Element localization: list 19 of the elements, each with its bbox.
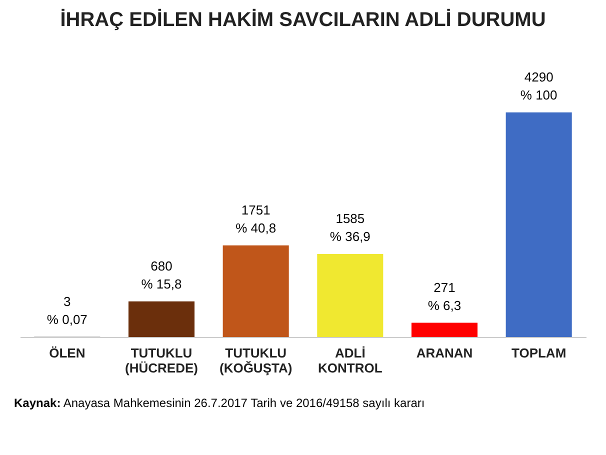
bar	[317, 254, 384, 337]
data-label: 271 % 6,3	[428, 280, 462, 313]
bar	[411, 322, 478, 337]
data-label: 4290 % 100	[520, 69, 558, 102]
bar	[128, 301, 195, 337]
x-tick-label: TOPLAM	[512, 346, 566, 360]
data-label: 1751 % 40,8	[236, 202, 276, 236]
data-label: 3 % 0,07	[46, 294, 88, 327]
bar	[506, 112, 572, 337]
bar	[222, 245, 289, 337]
x-tick-label: TUTUKLU (KOĞUŞTA)	[219, 346, 292, 376]
text: Kaynak: Anayasa Mahkemesinin 26.7.2017 Tarih ve 2016/49158 sayılı kararı	[14, 396, 426, 410]
x-tick-label: ÖLEN	[49, 346, 86, 360]
data-label: 680 % 15,8	[141, 258, 182, 292]
x-tick-label: ADLİ KONTROL	[318, 346, 382, 376]
x-tick-label: TUTUKLU (HÜCREDE)	[125, 346, 198, 376]
x-tick-label: ARANAN	[416, 346, 473, 360]
chart-title: İHRAÇ EDİLEN HAKİM SAVCILARIN ADLİ DURUMU	[60, 8, 546, 31]
data-label: 1585 % 36,9	[330, 211, 370, 244]
